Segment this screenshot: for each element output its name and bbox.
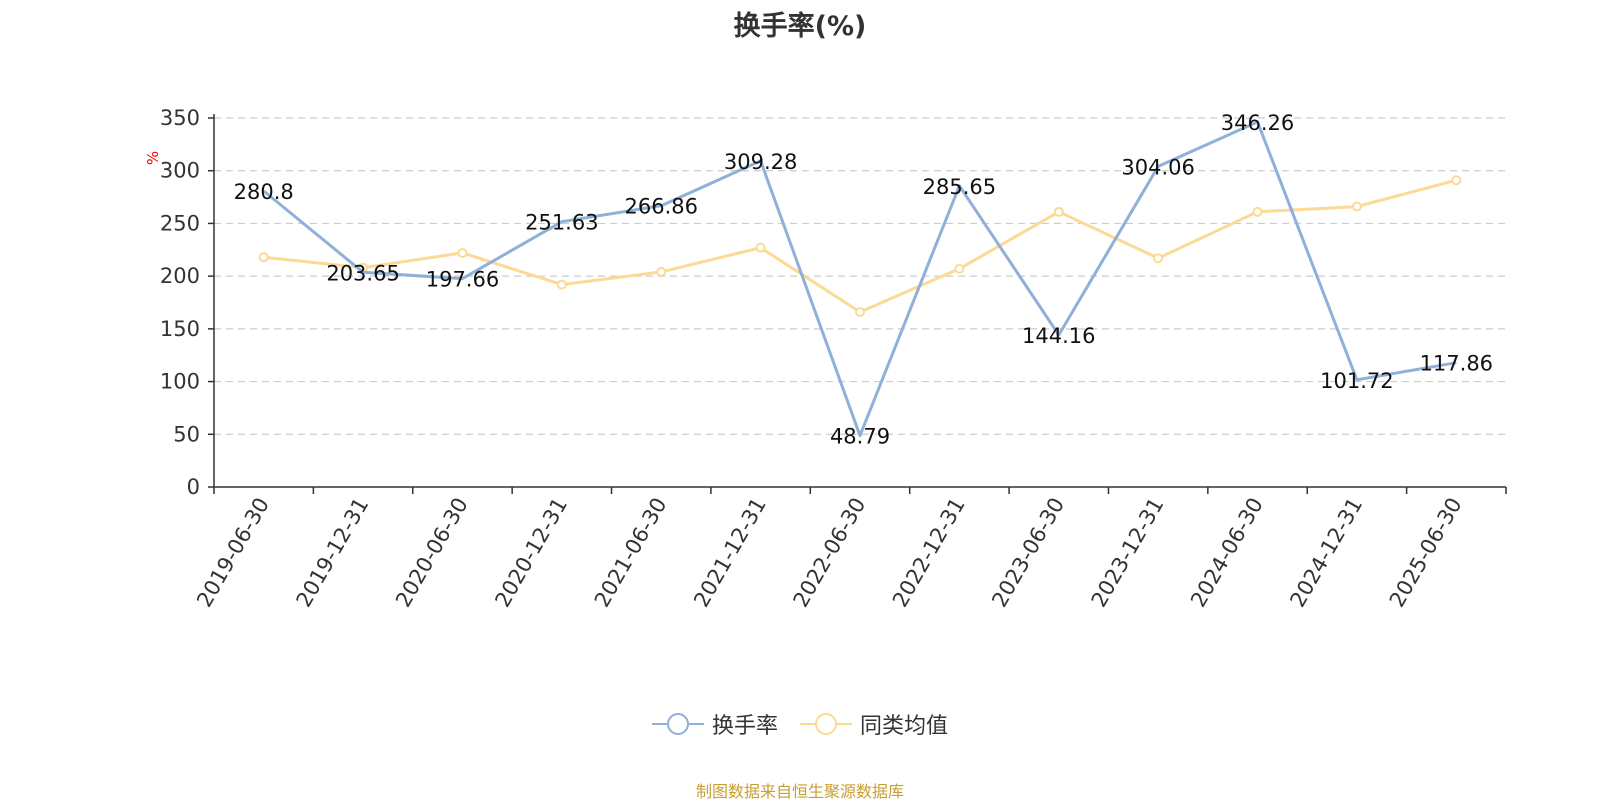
data-label-2021-12-31: 309.28 (724, 150, 797, 174)
x-tick-label-2022-12-31: 2022-12-31 (888, 494, 970, 612)
peer-average-point-2021-06-30[interactable] (656, 266, 667, 277)
data-label-2020-12-31: 251.63 (525, 211, 598, 235)
x-tick-label-2023-12-31: 2023-12-31 (1087, 494, 1169, 612)
y-tick-label-150: 150 (160, 317, 200, 341)
series-line-turnover (262, 120, 1457, 438)
legend-label-turnover: 换手率 (711, 714, 778, 739)
data-label-2023-06-30: 144.16 (1022, 324, 1095, 348)
y-tick-label-250: 250 (160, 211, 200, 235)
x-tick-label-2020-06-30: 2020-06-30 (391, 494, 473, 612)
x-tick-label-2019-12-31: 2019-12-31 (292, 494, 374, 612)
data-label-2019-06-30: 280.8 (234, 180, 294, 204)
x-tick-label-2025-06-30: 2025-06-30 (1385, 494, 1467, 612)
peer-average-point-2019-06-30[interactable] (258, 252, 269, 263)
y-tick-label-100: 100 (160, 370, 200, 394)
y-tick-label-200: 200 (160, 264, 200, 288)
data-label-2021-06-30: 266.86 (624, 195, 697, 219)
x-tick-label-2021-12-31: 2021-12-31 (689, 494, 771, 612)
x-tick-label-2019-06-30: 2019-06-30 (192, 494, 274, 612)
legend-swatch-peer-average (800, 713, 852, 735)
x-tick-label-2021-06-30: 2021-06-30 (590, 494, 672, 612)
plot-area: 0 50 100 150 200 250 300 350% 2019-06-30 2019-12-… (144, 106, 1507, 612)
chart-title: 换手率(%) (733, 11, 867, 42)
peer-average-point-2025-06-30[interactable] (1451, 175, 1462, 186)
legend-item-turnover[interactable]: 换手率 (651, 708, 778, 740)
peer-average-point-2020-12-31[interactable] (556, 279, 567, 290)
x-tick-label-2024-12-31: 2024-12-31 (1285, 494, 1367, 612)
data-label-2022-06-30: 48.79 (830, 425, 890, 449)
data-label-2019-12-31: 203.65 (326, 261, 399, 285)
peer-average-point-2024-06-30[interactable] (1252, 206, 1263, 217)
legend: 换手率 同类均值 (0, 708, 1600, 740)
x-tick-label-2023-06-30: 2023-06-30 (987, 494, 1069, 612)
y-axis-label: % (144, 151, 162, 165)
data-label-2020-06-30: 197.66 (426, 268, 499, 292)
source-note: 制图数据来自恒生聚源数据库 (695, 782, 904, 801)
data-label-2025-06-30: 117.86 (1420, 352, 1493, 376)
data-label-2024-06-30: 346.26 (1221, 111, 1294, 135)
peer-average-point-2023-06-30[interactable] (1053, 206, 1064, 217)
y-tick-label-0: 0 (187, 475, 200, 499)
peer-average-point-2024-12-31[interactable] (1351, 201, 1362, 212)
data-label-2022-12-31: 285.65 (923, 175, 996, 199)
legend-swatch-turnover (651, 713, 704, 735)
peer-average-point-2020-06-30[interactable] (457, 247, 468, 258)
x-tick-label-2020-12-31: 2020-12-31 (490, 494, 572, 612)
peer-average-point-2023-12-31[interactable] (1153, 253, 1164, 264)
peer-average-point-2021-12-31[interactable] (755, 242, 766, 253)
peer-average-point-2022-06-30[interactable] (855, 306, 865, 317)
y-tick-label-50: 50 (173, 422, 200, 446)
data-label-2024-12-31: 101.72 (1320, 369, 1393, 393)
peer-average-point-2022-12-31[interactable] (954, 263, 965, 274)
legend-item-peer-average[interactable]: 同类均值 (800, 708, 948, 740)
y-tick-label-350: 350 (160, 106, 200, 130)
data-label-2023-12-31: 304.06 (1121, 155, 1194, 179)
legend-label-peer-average: 同类均值 (860, 714, 949, 739)
x-tick-label-2022-06-30: 2022-06-30 (789, 494, 871, 612)
y-tick-label-300: 300 (160, 159, 200, 183)
series-line-peer-average (263, 178, 1457, 314)
x-tick-label-2024-06-30: 2024-06-30 (1186, 494, 1268, 612)
